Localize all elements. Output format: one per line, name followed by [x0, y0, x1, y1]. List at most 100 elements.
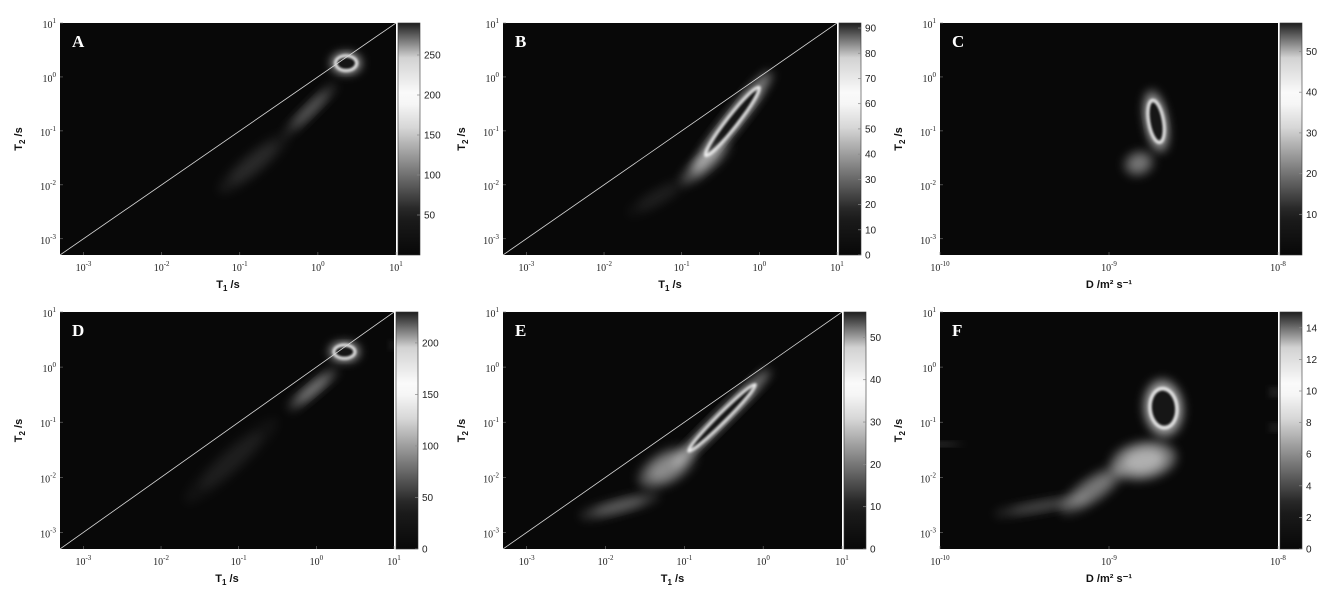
panel-f-colorbar-tick-label-0: 0: [1306, 545, 1312, 556]
panel-f-peak-0: [1143, 379, 1183, 437]
panel-a-colorbar-tick-label-3: 200: [424, 91, 441, 102]
panel-f-colorbar-tick-label-6: 12: [1306, 355, 1318, 366]
panel-b-letter: B: [515, 32, 526, 51]
panel-a-colorbar-tick-label-1: 100: [424, 171, 441, 182]
panel-f-peak-5: [1270, 388, 1278, 397]
panel-a-colorbar-tick-label-2: 150: [424, 131, 441, 142]
panel-e-y-tick-label-0: 10-3: [483, 526, 499, 540]
panel-a-y-axis-label: T2 /s: [13, 127, 27, 150]
panel-e-peak-0: [673, 369, 771, 467]
panel-c-y-tick-label-2: 10-1: [920, 125, 936, 139]
panel-a-colorbar-tick-label-4: 250: [424, 51, 441, 62]
panel-c-plot-area: [940, 23, 1278, 255]
panel-c-y-tick-label-0: 10-3: [920, 233, 936, 247]
panel-a-peak-2: [218, 133, 289, 194]
panel-d-letter: D: [72, 321, 84, 340]
panel-e-colorbar: 0 10 20 30 40 50: [843, 311, 882, 556]
panel-b-colorbar-tick-label-0: 0: [865, 251, 871, 262]
panel-d-y-tick-label-4: 101: [43, 306, 57, 320]
panel-e-colorbar-tick-label-4: 40: [870, 375, 882, 386]
panel-b-x-tick-label-3: 100: [753, 260, 767, 274]
panel-c: C 10 20 30 40 50 10-10 10-9 10-8 10-3 10-2 10-1 100 1…: [893, 17, 1318, 291]
panel-f-peak-4: [940, 442, 964, 447]
panel-c-x-tick-label-0: 10-10: [930, 260, 950, 274]
panel-d-peak-3: [389, 342, 394, 349]
panel-c-y-axis-label: T2 /s: [893, 127, 907, 150]
panel-f-colorbar-tick-label-7: 14: [1306, 323, 1318, 334]
panel-f-colorbar-tick-label-3: 6: [1306, 450, 1312, 461]
panel-f-x-tick-label-1: 10-9: [1101, 554, 1117, 568]
panel-f-colorbar-tick-label-4: 8: [1306, 418, 1312, 429]
panel-f-peak-3: [993, 495, 1090, 517]
panel-a-x-tick-label-1: 10-2: [154, 260, 170, 274]
panel-c-colorbar-tick-label-4: 50: [1306, 47, 1318, 58]
panel-b-colorbar-tick-label-2: 20: [865, 200, 877, 211]
panel-d-x-tick-label-0: 10-3: [75, 554, 91, 568]
panel-b-colorbar-tick-label-3: 30: [865, 175, 877, 186]
panel-e-y-tick-label-4: 101: [486, 306, 500, 320]
panel-a-x-tick-label-2: 10-1: [232, 260, 248, 274]
panel-d-colorbar: 0 50 100 150 200: [395, 311, 439, 556]
panel-a-x-tick-label-3: 100: [311, 260, 325, 274]
panel-c-x-tick-label-2: 10-8: [1270, 260, 1286, 274]
panel-d-y-tick-label-1: 10-2: [40, 471, 56, 485]
panel-b-y-tick-label-4: 101: [486, 17, 500, 31]
panel-c-peak-0: [1144, 90, 1168, 152]
panel-a-x-tick-label-0: 10-3: [76, 260, 92, 274]
panel-b-peak-0: [693, 71, 772, 171]
panel-d-x-axis-label: T1 /s: [215, 573, 238, 587]
panel-e-y-tick-label-2: 10-1: [483, 416, 499, 430]
panel-e-colorbar-tick-label-2: 20: [870, 460, 882, 471]
panel-c-colorbar-tick-label-3: 40: [1306, 88, 1318, 99]
panel-d-colorbar-tick-label-1: 50: [422, 493, 434, 504]
panel-e-x-tick-label-4: 101: [835, 554, 849, 568]
panel-c-x-tick-label-1: 10-9: [1101, 260, 1117, 274]
panel-b-diagonal-line: [503, 23, 837, 255]
panel-b-colorbar-tick-label-6: 60: [865, 99, 877, 110]
panel-e: E 0 10 20 30 40 50 10-3 10-2 10-1 100 101 10-3 10-2 10…: [456, 306, 882, 587]
panel-e-colorbar-tick-label-1: 10: [870, 502, 882, 513]
panel-d-diagonal-line: [60, 312, 394, 549]
panel-f-y-tick-label-1: 10-2: [920, 471, 936, 485]
panel-d-y-tick-label-3: 100: [43, 361, 57, 375]
panel-b-x-tick-label-4: 101: [830, 260, 844, 274]
panel-d-y-tick-label-0: 10-3: [40, 526, 56, 540]
panel-d-y-tick-label-2: 10-1: [40, 416, 56, 430]
panel-c-x-axis-label: D /m² s⁻¹: [1086, 279, 1132, 291]
panel-e-x-tick-label-3: 100: [756, 554, 770, 568]
panel-b-y-tick-label-0: 10-3: [483, 233, 499, 247]
panel-e-y-tick-label-3: 100: [486, 361, 500, 375]
panel-f: F 0 2 4 6 8 10 12 14 10-10 10-9 10-8 10-3 10-2 10-1 100…: [893, 306, 1318, 585]
panel-c-y-tick-label-1: 10-2: [920, 179, 936, 193]
panel-d-peak-2: [183, 417, 279, 504]
panel-b-x-axis-label: T1 /s: [658, 279, 681, 293]
panel-c-colorbar-tick-label-0: 10: [1306, 210, 1318, 221]
panel-c-letter: C: [952, 32, 964, 51]
panel-a-y-tick-label-2: 10-1: [40, 125, 56, 139]
panel-a-y-tick-label-4: 101: [43, 17, 57, 31]
panel-b-x-tick-label-0: 10-3: [518, 260, 534, 274]
panel-b-colorbar-tick-label-5: 50: [865, 124, 877, 135]
panel-f-x-tick-label-0: 10-10: [930, 554, 950, 568]
panel-d-x-tick-label-1: 10-2: [153, 554, 169, 568]
panel-b-peak-1: [680, 142, 730, 185]
panel-f-letter: F: [952, 321, 962, 340]
panel-e-x-tick-label-2: 10-1: [676, 554, 692, 568]
panel-f-colorbar-tick-label-2: 4: [1306, 481, 1312, 492]
panel-a-letter: A: [72, 32, 85, 51]
panel-b-colorbar-tick-label-9: 90: [865, 24, 877, 35]
panel-d-colorbar-tick-label-4: 200: [422, 338, 439, 349]
panel-a-x-axis-label: T1 /s: [216, 279, 239, 293]
panel-d-x-tick-label-2: 10-1: [231, 554, 247, 568]
panel-f-y-tick-label-2: 10-1: [920, 416, 936, 430]
panel-a-x-tick-label-4: 101: [389, 260, 403, 274]
panel-e-diagonal-line: [503, 312, 842, 549]
panel-b-y-tick-label-2: 10-1: [483, 125, 499, 139]
panel-f-x-axis-label: D /m² s⁻¹: [1086, 573, 1132, 585]
panel-f-peak-1: [1110, 441, 1177, 481]
panel-c-colorbar: 10 20 30 40 50: [1279, 22, 1318, 256]
panel-a-diagonal-line: [60, 23, 396, 255]
panel-e-y-axis-label: T2 /s: [456, 419, 470, 442]
panel-e-letter: E: [515, 321, 526, 340]
